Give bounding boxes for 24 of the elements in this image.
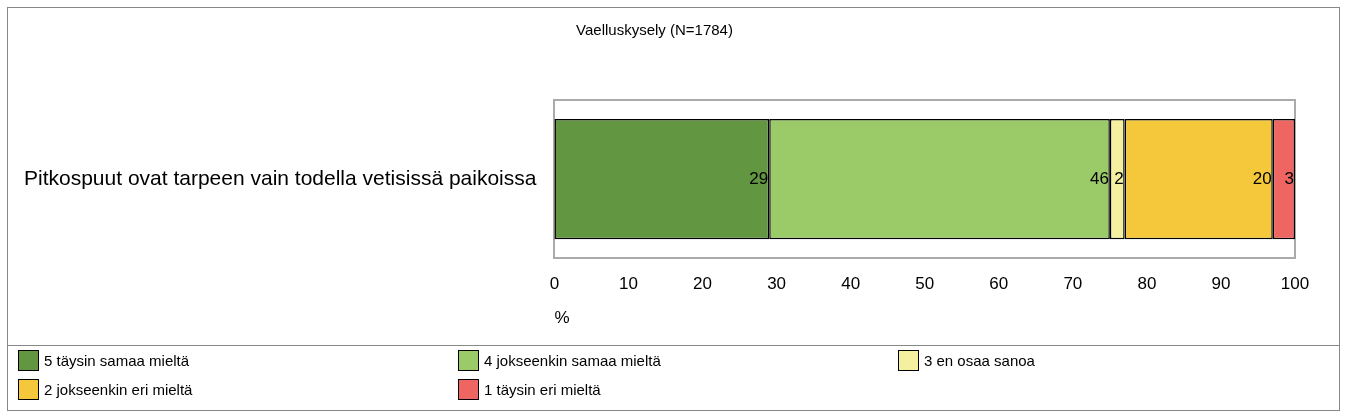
x-tick-label: 60 — [989, 274, 1009, 294]
legend-label: 1 täysin eri mieltä — [484, 381, 601, 398]
data-label: 46 — [1089, 168, 1109, 188]
legend-label: 5 täysin samaa mieltä — [44, 352, 190, 369]
x-tick-label: 20 — [693, 274, 713, 294]
legend-label: 3 en osaa sanoa — [924, 352, 1035, 369]
x-tick-label: 40 — [841, 274, 861, 294]
chart-title: Vaelluskysely (N=1784) — [576, 21, 733, 39]
data-label: 2 — [1114, 168, 1124, 188]
data-label: 3 — [1284, 168, 1294, 188]
y-tick-label: Pitkospuut ovat tarpeen vain todella vetisissä paikoissa — [23, 165, 537, 189]
x-tick-label: 70 — [1063, 274, 1083, 294]
x-tick-label: 80 — [1137, 274, 1157, 294]
x-tick-label: 90 — [1211, 274, 1231, 294]
x-tick-label: 30 — [767, 274, 787, 294]
x-axis-title: % — [554, 308, 570, 328]
data-label: 20 — [1252, 168, 1272, 188]
x-tick-label: 50 — [915, 274, 935, 294]
x-tick-label: 10 — [619, 274, 638, 294]
data-label: 29 — [749, 168, 769, 188]
legend-label: 4 jokseenkin samaa mieltä — [484, 352, 661, 369]
x-tick-label: 0 — [549, 274, 560, 294]
legend-label: 2 jokseenkin eri mieltä — [44, 381, 193, 398]
x-tick-label: 100 — [1280, 274, 1310, 294]
